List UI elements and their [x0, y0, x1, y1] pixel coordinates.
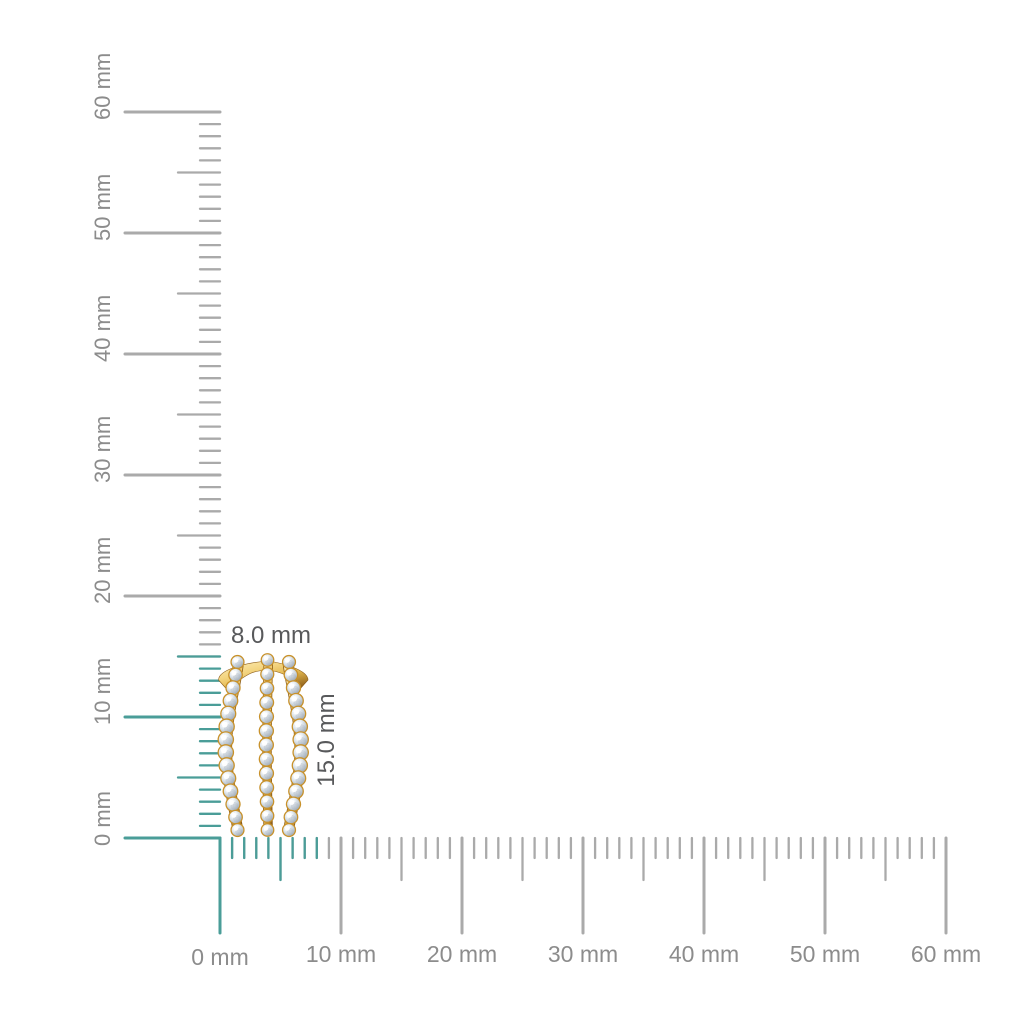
svg-text:0 mm: 0 mm [191, 944, 249, 970]
svg-text:8.0 mm: 8.0 mm [231, 622, 311, 649]
svg-text:40 mm: 40 mm [669, 941, 739, 967]
svg-text:40 mm: 40 mm [90, 295, 115, 362]
svg-text:30 mm: 30 mm [90, 416, 115, 483]
svg-text:15.0 mm: 15.0 mm [313, 693, 340, 786]
svg-text:0 mm: 0 mm [90, 791, 115, 846]
svg-text:10 mm: 10 mm [306, 941, 376, 967]
svg-text:60 mm: 60 mm [90, 53, 115, 120]
svg-text:50 mm: 50 mm [790, 941, 860, 967]
svg-text:10 mm: 10 mm [90, 658, 115, 725]
svg-text:20 mm: 20 mm [90, 537, 115, 604]
svg-text:60 mm: 60 mm [911, 941, 981, 967]
svg-text:50 mm: 50 mm [90, 174, 115, 241]
svg-text:30 mm: 30 mm [548, 941, 618, 967]
svg-text:20 mm: 20 mm [427, 941, 497, 967]
